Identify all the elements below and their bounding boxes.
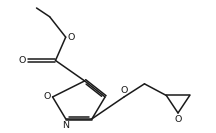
Text: O: O [67, 33, 75, 42]
Text: O: O [19, 56, 26, 65]
Text: O: O [120, 86, 128, 95]
Text: N: N [62, 121, 69, 130]
Text: O: O [43, 92, 51, 101]
Text: O: O [174, 115, 182, 124]
